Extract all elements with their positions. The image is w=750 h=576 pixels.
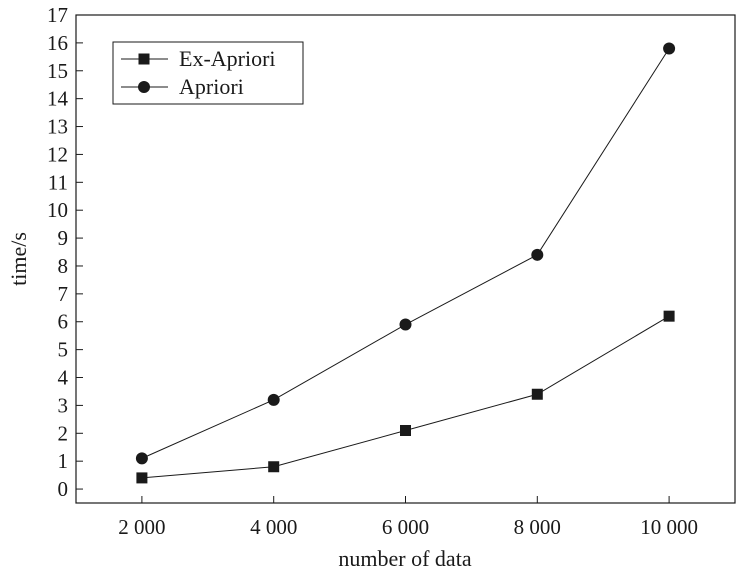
data-point-ex-apriori bbox=[531, 388, 543, 400]
legend-entry-apriori: Apriori bbox=[121, 74, 244, 99]
legend-box bbox=[112, 41, 304, 105]
x-tick-label: 8 000 bbox=[514, 515, 561, 539]
y-tick-label: 5 bbox=[58, 338, 69, 362]
y-tick-label: 13 bbox=[47, 115, 68, 139]
series-line-ex-apriori bbox=[141, 315, 670, 479]
x-axis: 2 000 4 000 6 000 8 000 10 000 bbox=[118, 496, 698, 539]
legend-marker-apriori bbox=[138, 81, 150, 93]
data-point-ex-apriori bbox=[663, 310, 675, 322]
y-tick-label: 8 bbox=[58, 254, 69, 278]
data-point-apriori bbox=[267, 393, 280, 406]
y-tick-label: 0 bbox=[58, 477, 69, 501]
y-tick-label: 17 bbox=[47, 3, 68, 27]
y-tick-label: 3 bbox=[58, 393, 69, 417]
y-tick-label: 6 bbox=[58, 310, 69, 334]
y-tick-label: 1 bbox=[58, 449, 69, 473]
y-tick-label: 2 bbox=[58, 421, 69, 445]
x-axis-title: number of data bbox=[338, 546, 471, 571]
y-tick-label: 7 bbox=[58, 282, 69, 306]
legend: Ex-Apriori Apriori bbox=[112, 41, 304, 105]
y-tick-label: 12 bbox=[47, 142, 68, 166]
y-tick-label: 15 bbox=[47, 59, 68, 83]
y-tick-label: 14 bbox=[47, 87, 69, 111]
x-tick-label: 6 000 bbox=[382, 515, 429, 539]
data-point-apriori bbox=[399, 318, 412, 331]
series-apriori bbox=[135, 42, 676, 465]
data-point-ex-apriori bbox=[136, 472, 148, 484]
y-tick-label: 10 bbox=[47, 198, 68, 222]
data-point-apriori bbox=[135, 452, 148, 465]
legend-marker-ex-apriori bbox=[138, 53, 150, 65]
legend-entry-ex-apriori: Ex-Apriori bbox=[121, 46, 276, 71]
series-ex-apriori bbox=[136, 310, 675, 484]
y-tick-label: 16 bbox=[47, 31, 68, 55]
y-tick-label: 11 bbox=[48, 170, 68, 194]
x-tick-label: 4 000 bbox=[250, 515, 297, 539]
y-axis-title: time/s bbox=[6, 232, 31, 286]
series-layer bbox=[135, 42, 676, 484]
data-point-ex-apriori bbox=[268, 461, 280, 473]
data-point-apriori bbox=[531, 248, 544, 261]
y-tick-label: 9 bbox=[58, 226, 69, 250]
x-tick-label: 10 000 bbox=[640, 515, 698, 539]
y-tick-label: 4 bbox=[58, 366, 69, 390]
data-point-apriori bbox=[663, 42, 676, 55]
legend-label-ex-apriori: Ex-Apriori bbox=[179, 46, 276, 71]
legend-label-apriori: Apriori bbox=[179, 74, 244, 99]
data-point-ex-apriori bbox=[400, 424, 411, 436]
series-line-apriori bbox=[141, 48, 670, 459]
x-tick-label: 2 000 bbox=[118, 515, 165, 539]
